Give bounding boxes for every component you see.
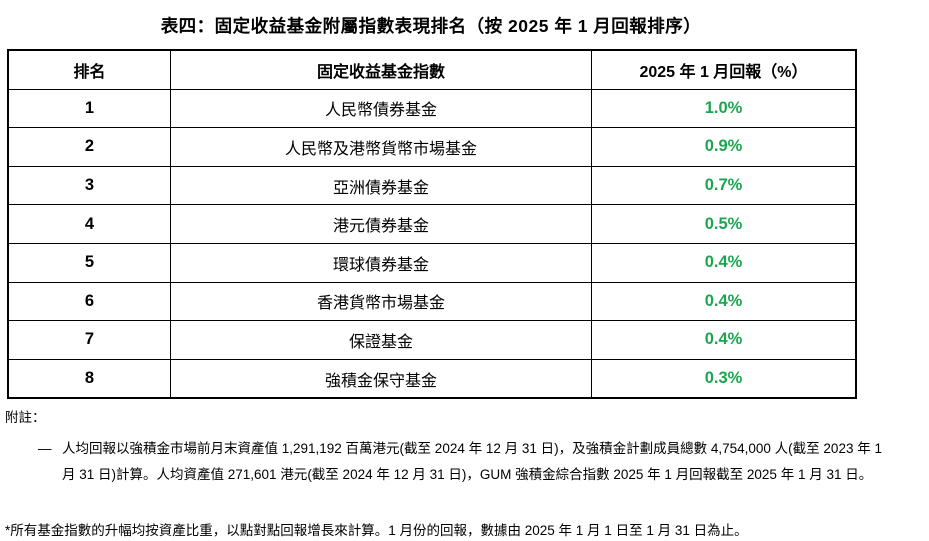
table-row: 4 港元債券基金 0.5% — [7, 204, 857, 244]
return-cell: 0.3% — [591, 358, 857, 399]
table-row: 1 人民幣債券基金 1.0% — [7, 88, 857, 129]
fund-name-cell: 香港貨幣市場基金 — [170, 281, 592, 322]
fund-name-cell: 強積金保守基金 — [170, 358, 592, 399]
fund-name-cell: 環球債券基金 — [170, 242, 592, 283]
header-fund-index: 固定收益基金指數 — [170, 49, 592, 90]
rank-cell: 8 — [7, 358, 171, 399]
return-cell: 0.9% — [591, 127, 857, 167]
footnote-text: *所有基金指數的升幅均按資產比重，以點對點回報增長來計算。1 月份的回報，數據由… — [5, 523, 748, 539]
note-bullet-text: 人均回報以強積金市場前月末資產值 1,291,192 百萬港元(截至 2024 … — [62, 441, 882, 483]
fund-name-cell: 港元債券基金 — [170, 204, 592, 244]
fund-name-cell: 人民幣債券基金 — [170, 88, 592, 129]
table-row: 2 人民幣及港幣貨幣市場基金 0.9% — [7, 127, 857, 167]
note-bullet-marker: — — [38, 441, 52, 457]
performance-table: 排名 固定收益基金指數 2025 年 1 月回報（%） 1 人民幣債券基金 1.… — [7, 49, 857, 400]
rank-cell: 6 — [7, 281, 171, 322]
fund-name-cell: 人民幣及港幣貨幣市場基金 — [170, 127, 592, 167]
return-cell: 0.4% — [591, 320, 857, 360]
return-cell: 0.4% — [591, 281, 857, 322]
return-cell: 1.0% — [591, 88, 857, 129]
rank-cell: 5 — [7, 242, 171, 283]
rank-cell: 2 — [7, 127, 171, 167]
header-rank: 排名 — [7, 49, 171, 90]
notes-label: 附註： — [5, 410, 46, 426]
page-title: 表四：固定收益基金附屬指數表現排名（按 2025 年 1 月回報排序） — [160, 16, 702, 36]
return-cell: 0.4% — [591, 242, 857, 283]
table-row: 3 亞洲債券基金 0.7% — [7, 165, 857, 206]
table-row: 6 香港貨幣市場基金 0.4% — [7, 281, 857, 322]
return-cell: 0.5% — [591, 204, 857, 244]
rank-cell: 3 — [7, 165, 171, 206]
table-header-row: 排名 固定收益基金指數 2025 年 1 月回報（%） — [7, 49, 857, 90]
report-page: 表四：固定收益基金附屬指數表現排名（按 2025 年 1 月回報排序） 排名 固… — [0, 13, 929, 541]
table-row: 7 保證基金 0.4% — [7, 320, 857, 360]
table-row: 5 環球債券基金 0.4% — [7, 242, 857, 283]
rank-cell: 1 — [7, 88, 171, 129]
table-row: 8 強積金保守基金 0.3% — [7, 358, 857, 399]
notes-section: 附註： — 人均回報以強積金市場前月末資產值 1,291,192 百萬港元(截至… — [5, 408, 929, 541]
rank-cell: 7 — [7, 320, 171, 360]
fund-name-cell: 亞洲債券基金 — [170, 165, 592, 206]
rank-cell: 4 — [7, 204, 171, 244]
note-item: — 人均回報以強積金市場前月末資產值 1,291,192 百萬港元(截至 202… — [38, 436, 929, 488]
return-cell: 0.7% — [591, 165, 857, 206]
fund-name-cell: 保證基金 — [170, 320, 592, 360]
header-return: 2025 年 1 月回報（%） — [591, 49, 857, 90]
